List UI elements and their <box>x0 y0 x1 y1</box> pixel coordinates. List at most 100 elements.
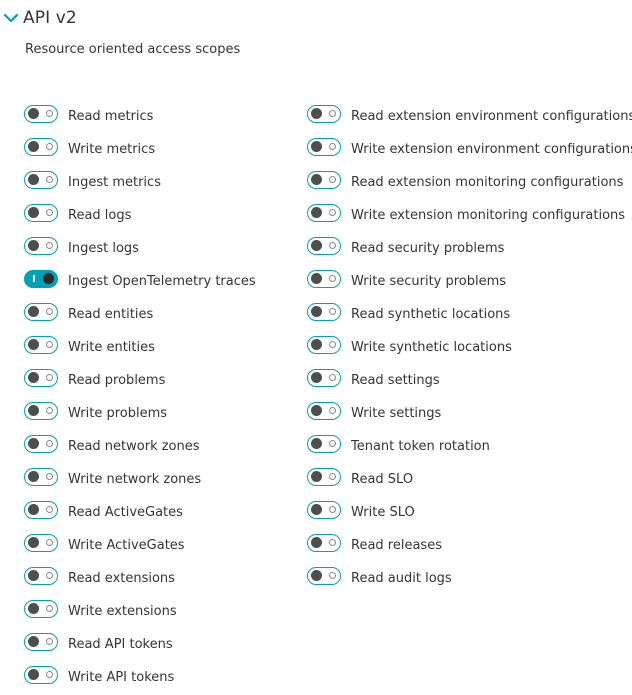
toggle-knob <box>28 404 39 416</box>
scope-toggle-write-extensions[interactable] <box>24 599 58 618</box>
scope-label: Read settings <box>351 373 440 388</box>
scope-row-read-extension-environment-configurations: Read extension environment configuration… <box>307 100 632 133</box>
scope-toggle-read-extensions[interactable] <box>24 566 58 585</box>
toggle-off-indicator-icon <box>46 505 53 513</box>
scope-toggle-write-settings[interactable] <box>307 401 341 420</box>
scope-row-tenant-token-rotation: Tenant token rotation <box>307 430 632 463</box>
scope-toggle-read-entities[interactable] <box>24 302 58 321</box>
toggle-knob <box>28 602 39 614</box>
toggle-knob <box>28 338 39 350</box>
scope-row-write-synthetic-locations: Write synthetic locations <box>307 331 632 364</box>
scope-toggle-write-extension-environment-configurations[interactable] <box>307 137 341 156</box>
scope-label: Write API tokens <box>68 670 175 685</box>
section-title: API v2 <box>23 8 77 28</box>
right-scope-column: Read extension environment configuration… <box>307 100 632 595</box>
toggle-knob <box>311 107 322 119</box>
scope-label: Write network zones <box>68 472 202 487</box>
scope-toggle-write-entities[interactable] <box>24 335 58 354</box>
toggle-knob <box>28 635 39 647</box>
toggle-off-indicator-icon <box>46 571 53 579</box>
scope-label: Write extensions <box>68 604 177 619</box>
toggle-knob <box>311 173 322 185</box>
scope-toggle-write-synthetic-locations[interactable] <box>307 335 341 354</box>
scope-toggle-read-network-zones[interactable] <box>24 434 58 453</box>
scope-toggle-read-audit-logs[interactable] <box>307 566 341 585</box>
scope-toggle-read-logs[interactable] <box>24 203 58 222</box>
scope-row-write-extension-environment-configurations: Write extension environment configuratio… <box>307 133 632 166</box>
scope-row-write-settings: Write settings <box>307 397 632 430</box>
toggle-off-indicator-icon <box>329 373 336 381</box>
scope-toggle-read-security-problems[interactable] <box>307 236 341 255</box>
scope-toggle-write-slo[interactable] <box>307 500 341 519</box>
scope-label: Write extension monitoring configuration… <box>351 208 626 223</box>
toggle-off-indicator-icon <box>329 307 336 315</box>
scope-toggle-read-settings[interactable] <box>307 368 341 387</box>
toggle-off-indicator-icon <box>329 571 336 579</box>
scope-toggle-read-metrics[interactable] <box>24 104 58 123</box>
scope-toggle-write-metrics[interactable] <box>24 137 58 156</box>
toggle-off-indicator-icon <box>46 307 53 315</box>
scope-label: Read extension monitoring configurations <box>351 175 624 190</box>
scope-label: Read releases <box>351 538 442 553</box>
scope-toggle-read-api-tokens[interactable] <box>24 632 58 651</box>
scope-label: Write settings <box>351 406 442 421</box>
scope-row-read-logs: Read logs <box>24 199 334 232</box>
scope-row-read-network-zones: Read network zones <box>24 430 334 463</box>
scope-row-write-metrics: Write metrics <box>24 133 334 166</box>
chevron-down-icon[interactable] <box>1 8 21 28</box>
scope-toggle-write-extension-monitoring-configurations[interactable] <box>307 203 341 222</box>
scope-row-ingest-metrics: Ingest metrics <box>24 166 334 199</box>
scope-label: Read extension environment configuration… <box>351 109 632 124</box>
scope-toggle-ingest-opentelemetry-traces[interactable] <box>24 269 58 288</box>
toggle-off-indicator-icon <box>329 538 336 546</box>
scope-toggle-read-slo[interactable] <box>307 467 341 486</box>
scope-toggle-read-synthetic-locations[interactable] <box>307 302 341 321</box>
scope-label: Write problems <box>68 406 168 421</box>
scope-label: Read extensions <box>68 571 175 586</box>
scope-toggle-write-problems[interactable] <box>24 401 58 420</box>
scope-toggle-write-api-tokens[interactable] <box>24 665 58 684</box>
scope-toggle-write-activegates[interactable] <box>24 533 58 552</box>
scope-toggle-read-extension-monitoring-configurations[interactable] <box>307 170 341 189</box>
scope-label: Read logs <box>68 208 132 223</box>
toggle-off-indicator-icon <box>329 208 336 216</box>
toggle-knob <box>28 305 39 317</box>
scope-row-write-network-zones: Write network zones <box>24 463 334 496</box>
scope-toggle-tenant-token-rotation[interactable] <box>307 434 341 453</box>
toggle-off-indicator-icon <box>329 175 336 183</box>
scope-toggle-ingest-logs[interactable] <box>24 236 58 255</box>
scope-row-write-slo: Write SLO <box>307 496 632 529</box>
scope-label: Read entities <box>68 307 154 322</box>
toggle-knob <box>28 173 39 185</box>
scope-label: Read synthetic locations <box>351 307 511 322</box>
section-header-api-v2[interactable]: API v2 <box>0 4 77 32</box>
toggle-knob <box>311 272 322 284</box>
scope-toggle-ingest-metrics[interactable] <box>24 170 58 189</box>
scope-row-read-extension-monitoring-configurations: Read extension monitoring configurations <box>307 166 632 199</box>
toggle-knob <box>311 503 322 515</box>
scope-toggle-read-releases[interactable] <box>307 533 341 552</box>
scope-toggle-write-network-zones[interactable] <box>24 467 58 486</box>
scope-toggle-write-security-problems[interactable] <box>307 269 341 288</box>
scope-toggle-read-activegates[interactable] <box>24 500 58 519</box>
scope-label: Tenant token rotation <box>351 439 490 454</box>
toggle-knob <box>28 239 39 251</box>
toggle-knob <box>311 206 322 218</box>
toggle-knob <box>28 503 39 515</box>
toggle-knob <box>311 437 322 449</box>
scope-label: Ingest logs <box>68 241 139 256</box>
scope-label: Write SLO <box>351 505 415 520</box>
toggle-knob <box>311 371 322 383</box>
toggle-knob <box>28 437 39 449</box>
toggle-knob <box>311 470 322 482</box>
toggle-on-indicator-icon <box>33 274 35 282</box>
toggle-off-indicator-icon <box>46 406 53 414</box>
toggle-off-indicator-icon <box>329 109 336 117</box>
scope-toggle-read-extension-environment-configurations[interactable] <box>307 104 341 123</box>
toggle-off-indicator-icon <box>46 604 53 612</box>
scope-toggle-read-problems[interactable] <box>24 368 58 387</box>
toggle-knob <box>28 668 39 680</box>
toggle-off-indicator-icon <box>329 406 336 414</box>
scope-label: Ingest OpenTelemetry traces <box>68 274 256 289</box>
scope-row-read-synthetic-locations: Read synthetic locations <box>307 298 632 331</box>
